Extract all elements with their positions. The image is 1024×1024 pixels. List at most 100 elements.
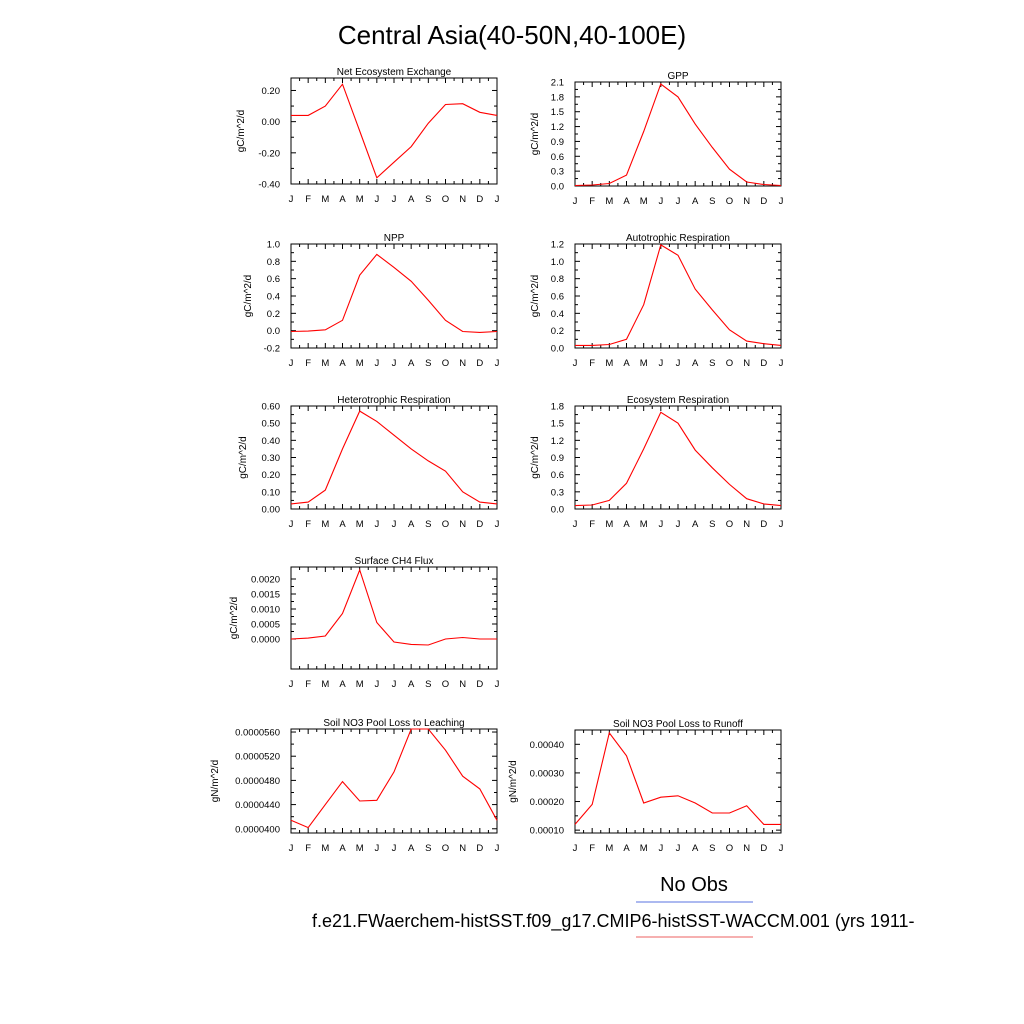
x-tick-label: M [321, 358, 329, 369]
panel-title: Soil NO3 Pool Loss to Leaching [323, 718, 464, 729]
x-tick-label: J [676, 519, 681, 530]
y-tick-label: 0.3 [551, 167, 564, 178]
y-tick-label: -0.2 [264, 344, 280, 355]
y-axis-label: gC/m^2/d [236, 110, 247, 153]
x-tick-label: N [743, 196, 750, 207]
y-tick-label: 0.40 [262, 436, 281, 447]
x-tick-label: S [709, 519, 715, 530]
plot-frame [290, 77, 498, 185]
y-tick-label: 0.3 [551, 487, 564, 498]
y-tick-label: 1.2 [551, 436, 564, 447]
series-line [290, 568, 497, 646]
model-case-caption: f.e21.FWaerchem-histSST.f09_g17.CMIP6-hi… [312, 911, 915, 932]
plot-frame [574, 243, 782, 349]
x-tick-label: A [692, 358, 699, 369]
y-tick-label: 0.8 [551, 274, 564, 285]
x-tick-label: M [640, 358, 648, 369]
x-tick-label: J [676, 843, 681, 854]
x-tick-label: N [459, 194, 466, 205]
x-tick-label: D [760, 519, 767, 530]
x-tick-label: A [623, 196, 630, 207]
y-tick-label: 0.0000560 [235, 728, 280, 739]
panel-title: Heterotrophic Respiration [337, 395, 450, 406]
legend: No Obs [636, 874, 753, 938]
x-tick-label: J [573, 843, 578, 854]
y-tick-label: 0.0010 [251, 605, 280, 616]
x-tick-label: J [658, 196, 663, 207]
x-tick-label: O [726, 843, 733, 854]
x-tick-label: M [640, 519, 648, 530]
x-tick-label: M [605, 519, 613, 530]
y-axis-label: gC/m^2/d [229, 597, 240, 640]
x-tick-label: N [743, 843, 750, 854]
x-tick-label: A [623, 358, 630, 369]
y-axis-label: gC/m^2/d [530, 275, 541, 318]
x-tick-label: A [339, 679, 346, 690]
plot-frame [290, 566, 498, 670]
y-tick-label: 0.9 [551, 453, 564, 464]
x-tick-label: J [779, 358, 784, 369]
x-tick-label: F [589, 196, 595, 207]
x-tick-label: J [289, 194, 294, 205]
x-tick-label: N [459, 358, 466, 369]
y-tick-label: 1.0 [267, 240, 280, 251]
series-line [290, 410, 498, 505]
x-tick-label: J [779, 519, 784, 530]
y-tick-label: 2.1 [551, 78, 564, 89]
x-tick-label: O [726, 358, 733, 369]
y-tick-label: 0.0000480 [235, 776, 280, 787]
x-tick-label: J [374, 519, 379, 530]
x-tick-label: S [709, 843, 715, 854]
y-axis-label: gC/m^2/d [243, 275, 254, 318]
y-tick-label: 0.50 [262, 419, 281, 430]
panel-title: Autotrophic Respiration [626, 233, 730, 244]
x-tick-label: J [374, 194, 379, 205]
x-tick-label: A [408, 519, 415, 530]
y-axis-label: gC/m^2/d [530, 436, 541, 479]
x-tick-label: J [573, 519, 578, 530]
plot-frame [574, 405, 782, 510]
y-tick-label: 0.0 [551, 505, 564, 516]
y-axis-label: gN/m^2/d [210, 760, 221, 803]
y-tick-label: 0.2 [267, 309, 280, 320]
x-tick-label: S [425, 843, 431, 854]
x-tick-label: F [305, 843, 311, 854]
x-tick-label: D [476, 843, 483, 854]
y-tick-label: 0.9 [551, 137, 564, 148]
x-tick-label: F [305, 519, 311, 530]
x-tick-label: J [289, 679, 294, 690]
x-tick-label: O [442, 519, 449, 530]
y-tick-label: 0.00020 [530, 797, 564, 808]
x-tick-label: D [476, 519, 483, 530]
x-tick-label: M [605, 196, 613, 207]
plot-frame [290, 728, 498, 834]
x-tick-label: O [442, 194, 449, 205]
x-tick-label: M [605, 358, 613, 369]
y-tick-label: 0.8 [267, 257, 280, 268]
panel-title: GPP [667, 71, 688, 82]
x-tick-label: A [692, 519, 699, 530]
x-tick-label: O [442, 679, 449, 690]
x-tick-label: J [495, 843, 500, 854]
x-tick-label: O [442, 358, 449, 369]
x-tick-label: J [392, 194, 397, 205]
x-tick-label: D [476, 194, 483, 205]
y-tick-label: 1.5 [551, 107, 564, 118]
x-tick-label: A [408, 194, 415, 205]
x-tick-label: F [589, 519, 595, 530]
y-axis-label: gN/m^2/d [508, 760, 519, 803]
x-tick-label: O [442, 843, 449, 854]
panel-title: Net Ecosystem Exchange [337, 67, 452, 78]
y-tick-label: 0.2 [551, 326, 564, 337]
y-tick-label: 1.8 [551, 402, 564, 413]
y-tick-label: 0.0000400 [235, 824, 280, 835]
x-tick-label: D [476, 358, 483, 369]
figure-title: Central Asia(40-50N,40-100E) [338, 20, 686, 50]
y-tick-label: 0.0 [551, 182, 564, 193]
x-tick-label: N [743, 358, 750, 369]
x-tick-label: J [495, 358, 500, 369]
x-tick-label: D [760, 843, 767, 854]
